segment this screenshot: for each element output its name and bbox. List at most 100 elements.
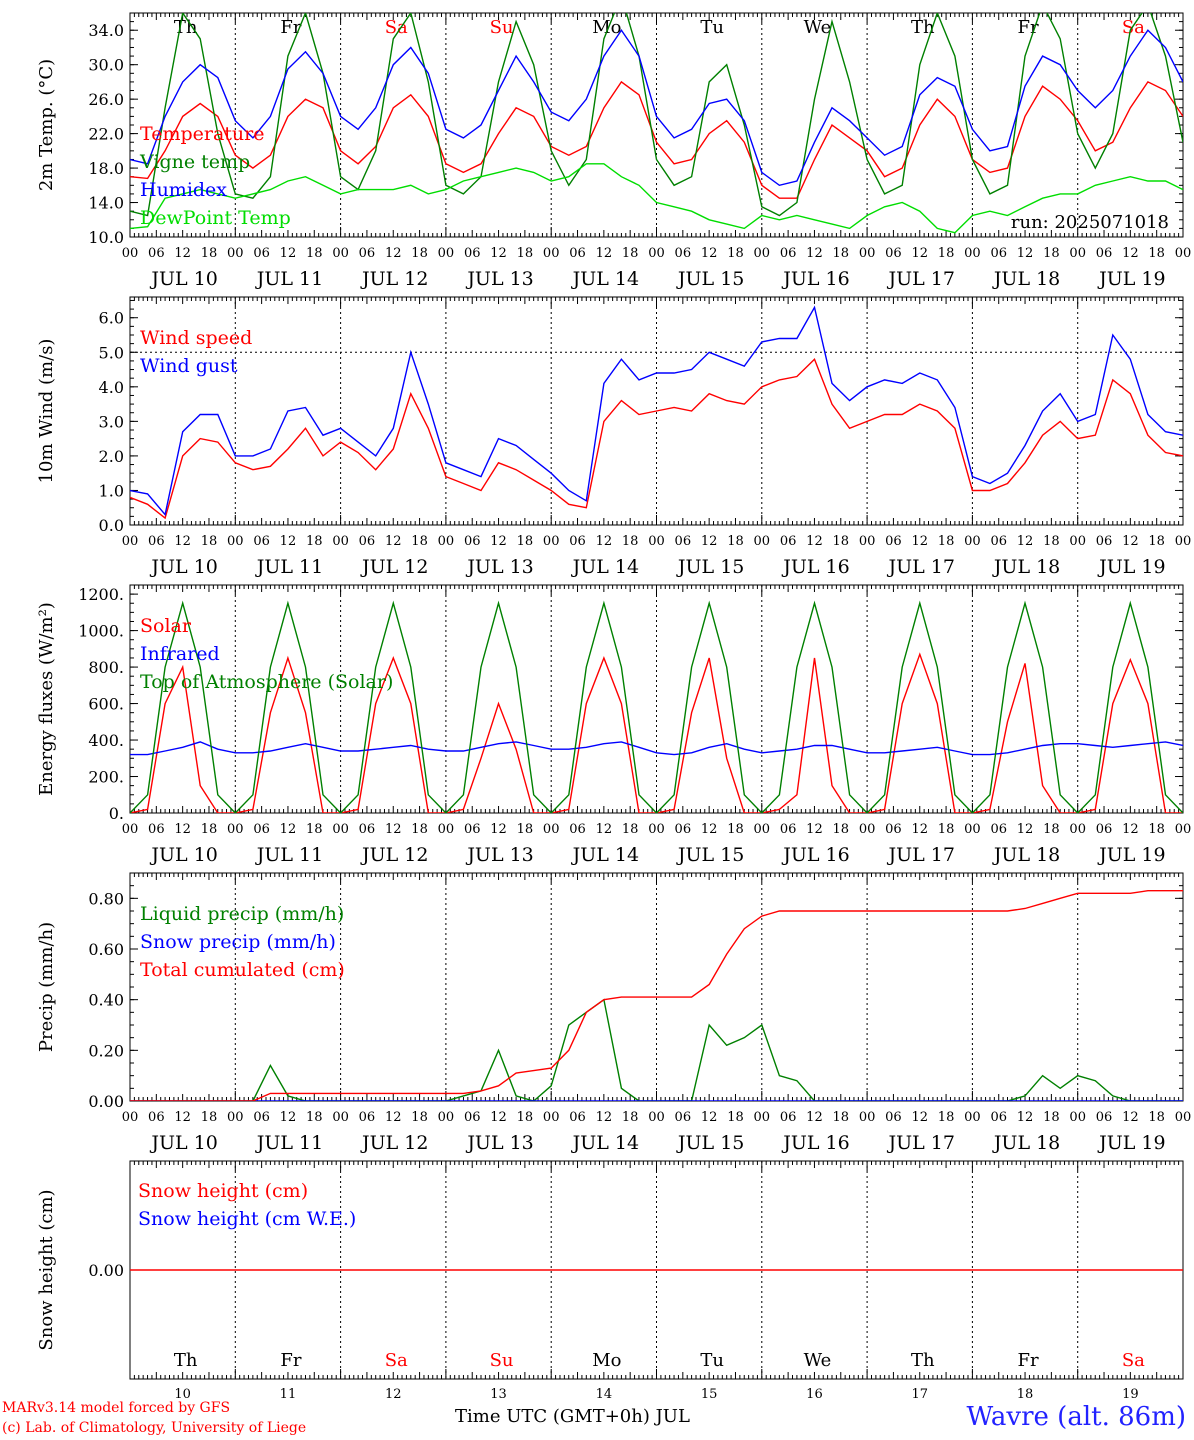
day-abbr-label: Th <box>174 1350 198 1371</box>
x-hour-label: 00 <box>543 822 560 837</box>
legend-entry: Liquid precip (mm/h) <box>140 903 344 925</box>
day-abbr-label: Tu <box>700 1350 724 1371</box>
x-date-label: JUL 18 <box>992 268 1060 290</box>
x-date-label: JUL 14 <box>571 556 639 578</box>
y-axis-label: 2m Temp. (°C) <box>36 59 57 191</box>
x-hour-label: 12 <box>174 822 191 837</box>
x-hour-label: 12 <box>280 822 297 837</box>
day-abbr-label: Su <box>490 1350 514 1371</box>
x-hour-label: 12 <box>806 246 823 261</box>
x-hour-label: 18 <box>1043 822 1060 837</box>
panel-2: 0.0 1.0 2.0 3.0 4.0 5.0 6.0 10m Wind (m/s) 00 06 1… <box>36 296 1191 578</box>
x-hour-label: 12 <box>701 534 718 549</box>
x-hour-label: 06 <box>148 534 165 549</box>
x-hour-label: 18 <box>622 534 639 549</box>
x-hour-label: 06 <box>990 1110 1007 1125</box>
x-date-label: JUL 18 <box>992 1132 1060 1154</box>
x-date-label: JUL 14 <box>571 844 639 866</box>
x-hour-label: 06 <box>464 822 481 837</box>
x-hour-label: 00 <box>1069 1110 1086 1125</box>
x-date-label: JUL 12 <box>360 268 428 290</box>
x-hour-label: 12 <box>1122 1110 1139 1125</box>
x-hour-label: 00 <box>859 822 876 837</box>
x-hour-label: 18 <box>622 246 639 261</box>
x-hour-label: 00 <box>332 1110 349 1125</box>
x-hour-label: 06 <box>1096 534 1113 549</box>
x-date-label: JUL 15 <box>676 844 744 866</box>
legend-entry: Humidex <box>140 179 227 201</box>
x-hour-label: 18 <box>517 822 534 837</box>
x-hour-label: 00 <box>754 822 771 837</box>
x-date-label: JUL 19 <box>1097 556 1165 578</box>
day-number-label: 18 <box>1017 1387 1034 1402</box>
day-abbr-label: Sa <box>385 1350 408 1371</box>
x-hour-label: 00 <box>859 246 876 261</box>
x-hour-label: 18 <box>833 534 850 549</box>
legend-entry: Snow precip (mm/h) <box>140 931 336 953</box>
x-hour-label: 06 <box>780 1110 797 1125</box>
y-tick-label: 200. <box>88 768 124 787</box>
x-date-label: JUL 16 <box>781 268 849 290</box>
x-hour-label: 18 <box>517 246 534 261</box>
x-date-label: JUL 15 <box>676 556 744 578</box>
x-hour-label: 18 <box>1148 534 1165 549</box>
x-hour-label: 18 <box>306 822 323 837</box>
x-hour-label: 18 <box>727 534 744 549</box>
x-hour-label: 18 <box>727 246 744 261</box>
series-line-total-cumulated-cm- <box>130 890 1183 1101</box>
series-line-top-of-atmosphere-solar- <box>130 600 1183 813</box>
x-hour-label: 00 <box>332 534 349 549</box>
day-abbr-label: Tu <box>700 17 724 38</box>
x-date-label: JUL 17 <box>887 844 955 866</box>
x-hour-label: 06 <box>569 822 586 837</box>
x-hour-label: 06 <box>885 822 902 837</box>
x-hour-label: 18 <box>306 1110 323 1125</box>
x-hour-label: 00 <box>122 822 139 837</box>
x-hour-label: 00 <box>859 1110 876 1125</box>
series-line-temperature <box>130 80 1183 199</box>
x-hour-label: 18 <box>622 1110 639 1125</box>
day-abbr-label: We <box>804 1350 832 1371</box>
series-line-humidex <box>130 28 1183 187</box>
x-hour-label: 18 <box>1148 822 1165 837</box>
legend-entry: DewPoint Temp <box>140 207 291 229</box>
legend-entry: Wind gust <box>140 355 238 377</box>
y-tick-label: 2.0 <box>99 447 124 466</box>
x-hour-label: 06 <box>148 1110 165 1125</box>
x-hour-label: 12 <box>385 246 402 261</box>
x-hour-label: 18 <box>938 534 955 549</box>
x-hour-label: 12 <box>490 822 507 837</box>
x-date-label: JUL 10 <box>149 844 217 866</box>
x-hour-label: 18 <box>1148 1110 1165 1125</box>
x-hour-label: 12 <box>911 534 928 549</box>
y-axis-label: Precip (mm/h) <box>36 922 57 1052</box>
x-hour-label: 00 <box>543 1110 560 1125</box>
day-abbr-label: Mo <box>592 1350 621 1371</box>
x-hour-label: 00 <box>648 534 665 549</box>
legend-entry: Temperature <box>140 123 264 145</box>
x-hour-label: 06 <box>990 534 1007 549</box>
x-hour-label: 00 <box>648 246 665 261</box>
x-hour-label: 00 <box>543 534 560 549</box>
day-abbr-label: Fr <box>280 17 301 38</box>
x-hour-label: 00 <box>1175 822 1192 837</box>
x-hour-label: 18 <box>622 822 639 837</box>
x-date-label: JUL 14 <box>571 1132 639 1154</box>
series-line-dewpoint-temp <box>130 163 1183 234</box>
x-hour-label: 12 <box>1017 534 1034 549</box>
y-tick-label: 1200. <box>78 585 124 604</box>
x-date-label: JUL 11 <box>255 556 323 578</box>
x-hour-label: 00 <box>648 1110 665 1125</box>
x-date-label: JUL 15 <box>676 1132 744 1154</box>
x-hour-label: 18 <box>1148 246 1165 261</box>
day-abbr-label: Sa <box>1122 1350 1145 1371</box>
x-hour-label: 12 <box>174 1110 191 1125</box>
x-hour-label: 12 <box>385 534 402 549</box>
y-tick-label: 0.80 <box>88 889 124 908</box>
x-hour-label: 12 <box>490 1110 507 1125</box>
x-hour-label: 18 <box>201 246 218 261</box>
x-hour-label: 06 <box>148 822 165 837</box>
x-hour-label: 00 <box>227 822 244 837</box>
x-date-label: JUL 13 <box>465 268 533 290</box>
x-hour-label: 00 <box>648 822 665 837</box>
